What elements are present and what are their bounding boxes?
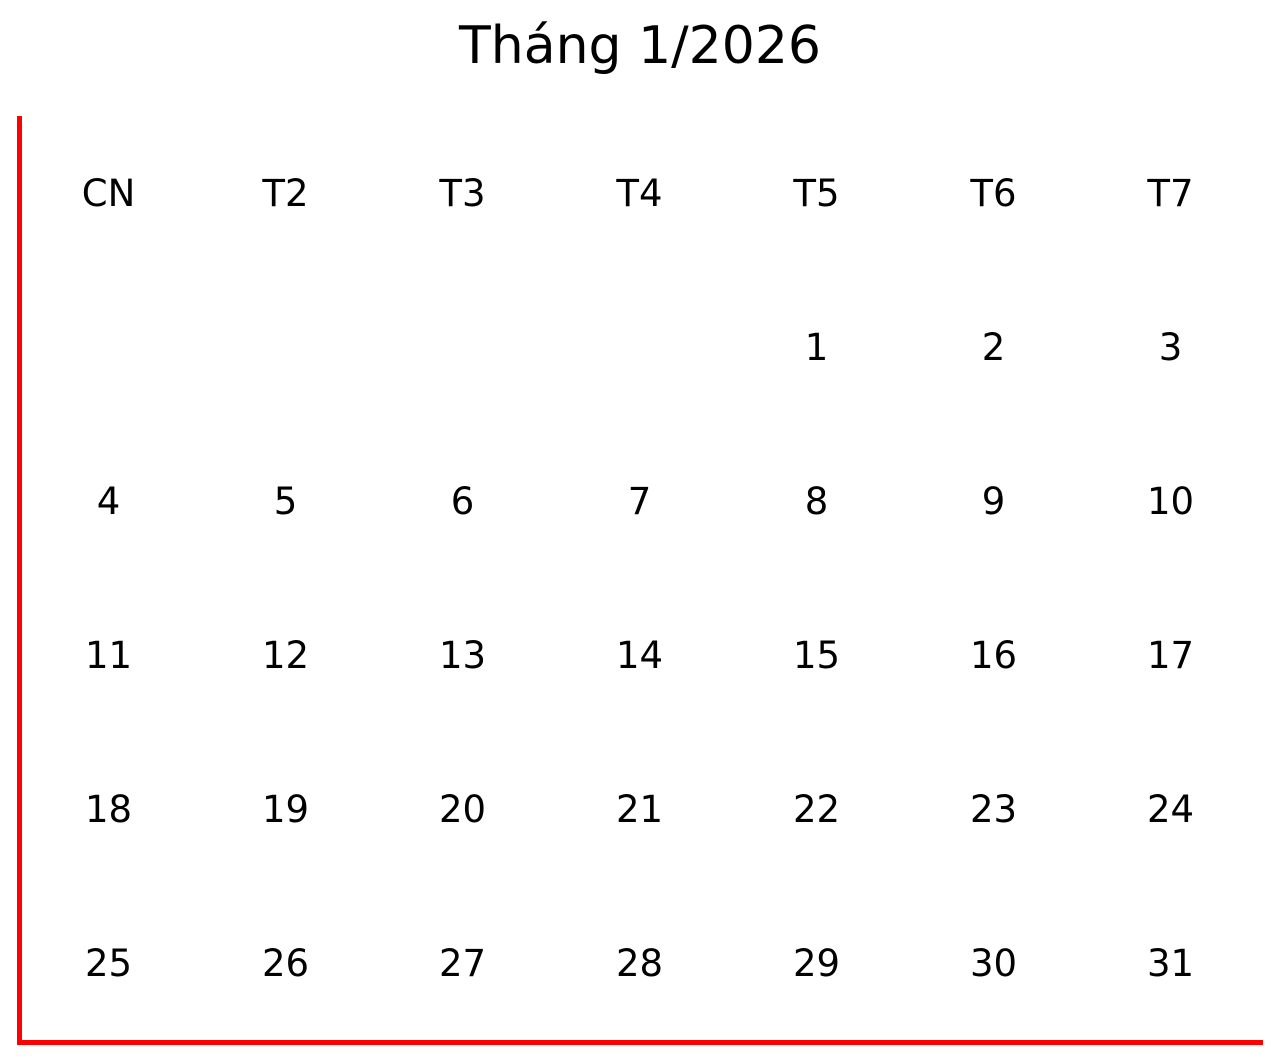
day-cell: 23 bbox=[969, 787, 1018, 831]
day-cell: 28 bbox=[615, 941, 664, 985]
day-cell: 3 bbox=[1158, 325, 1183, 369]
day-cell: 12 bbox=[261, 633, 310, 677]
day-cell: 14 bbox=[615, 633, 664, 677]
day-cell: 4 bbox=[96, 479, 121, 523]
calendar-frame bbox=[17, 116, 1263, 1045]
day-cell: 1 bbox=[804, 325, 829, 369]
day-cell: 5 bbox=[273, 479, 298, 523]
day-cell: 31 bbox=[1146, 941, 1195, 985]
weekday-header-t7: T7 bbox=[1147, 171, 1194, 215]
day-cell: 16 bbox=[969, 633, 1018, 677]
day-cell: 17 bbox=[1146, 633, 1195, 677]
weekday-header-t3: T3 bbox=[439, 171, 486, 215]
day-cell: 8 bbox=[804, 479, 829, 523]
weekday-header-t4: T4 bbox=[616, 171, 663, 215]
calendar-title: Tháng 1/2026 bbox=[458, 16, 822, 76]
day-cell: 25 bbox=[84, 941, 133, 985]
day-cell: 26 bbox=[261, 941, 310, 985]
day-cell: 2 bbox=[981, 325, 1006, 369]
day-cell: 24 bbox=[1146, 787, 1195, 831]
day-cell: 7 bbox=[627, 479, 652, 523]
day-cell: 18 bbox=[84, 787, 133, 831]
day-cell: 27 bbox=[438, 941, 487, 985]
day-cell: 22 bbox=[792, 787, 841, 831]
day-cell: 11 bbox=[84, 633, 133, 677]
day-cell-empty bbox=[551, 270, 728, 424]
day-cell: 15 bbox=[792, 633, 841, 677]
day-cell: 30 bbox=[969, 941, 1018, 985]
weekday-header-t6: T6 bbox=[970, 171, 1017, 215]
day-cell: 20 bbox=[438, 787, 487, 831]
day-cell: 10 bbox=[1146, 479, 1195, 523]
day-cell-empty bbox=[374, 270, 551, 424]
calendar-grid: CN T2 T3 T4 T5 T6 T7 1 2 3 4 5 6 7 8 9 1… bbox=[20, 116, 1260, 1040]
day-cell-empty bbox=[20, 270, 197, 424]
day-cell: 13 bbox=[438, 633, 487, 677]
day-cell: 6 bbox=[450, 479, 475, 523]
day-cell: 19 bbox=[261, 787, 310, 831]
day-cell: 21 bbox=[615, 787, 664, 831]
day-cell: 9 bbox=[981, 479, 1006, 523]
weekday-header-t2: T2 bbox=[262, 171, 309, 215]
weekday-header-cn: CN bbox=[81, 171, 136, 215]
weekday-header-t5: T5 bbox=[793, 171, 840, 215]
day-cell-empty bbox=[197, 270, 374, 424]
day-cell: 29 bbox=[792, 941, 841, 985]
